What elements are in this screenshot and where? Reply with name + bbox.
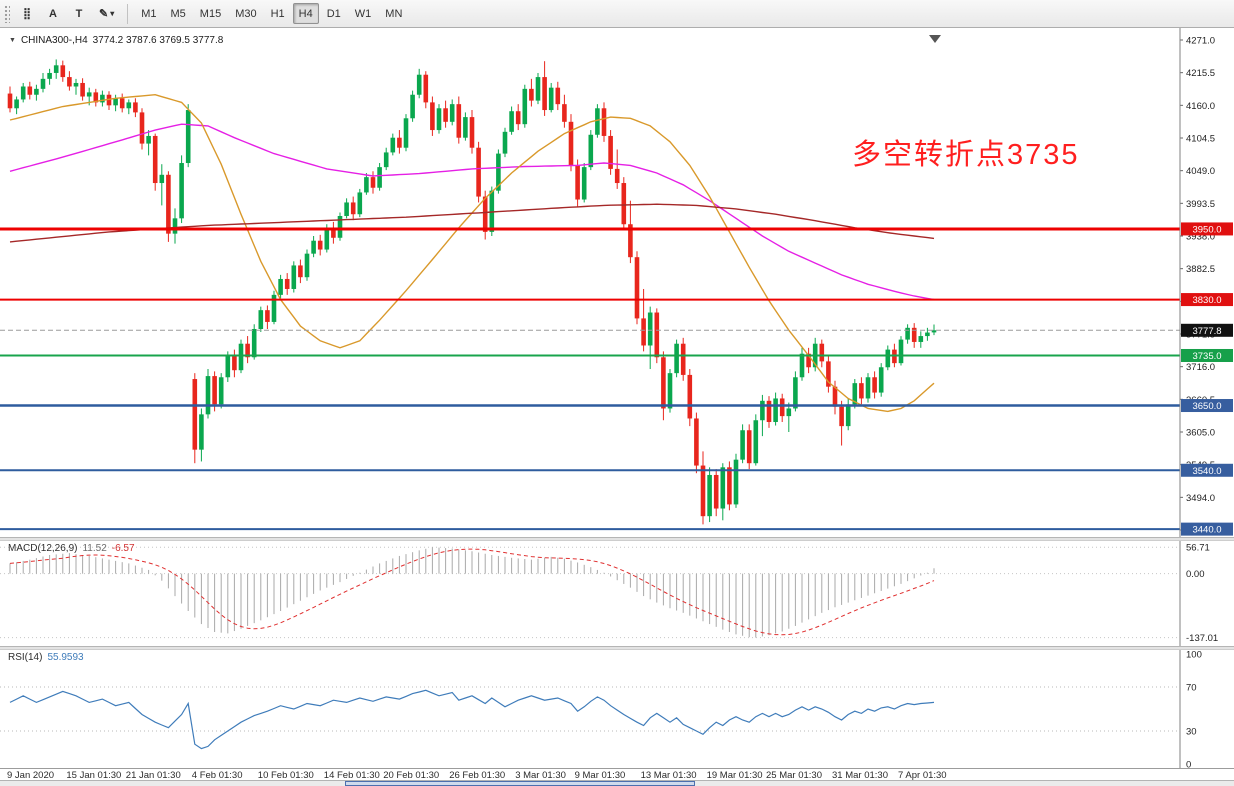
timeframe-w1-button[interactable]: W1 <box>354 7 372 20</box>
chart-shift-marker-icon[interactable] <box>929 35 941 43</box>
time-label: 21 Jan 01:30 <box>125 770 181 781</box>
svg-text:3777.8: 3777.8 <box>1192 326 1221 337</box>
time-axis[interactable]: 9 Jan 2020 15 Jan 01:30 21 Jan 01:30 4 Feb … <box>0 768 1234 781</box>
macd-value: 11.52 <box>82 543 107 554</box>
svg-text:3650.0: 3650.0 <box>1192 401 1221 412</box>
time-label: 19 Mar 01:30 <box>706 770 763 781</box>
toolbar-separator <box>127 3 129 24</box>
svg-text:4271.0: 4271.0 <box>1186 36 1215 47</box>
svg-text:0: 0 <box>1186 760 1191 769</box>
time-label: 26 Feb 01:30 <box>449 770 506 781</box>
timeframe-m5-button[interactable]: M5 <box>170 7 186 20</box>
svg-text:56.71: 56.71 <box>1186 543 1210 554</box>
macd-label: MACD(12,26,9) 11.52 -6.57 <box>8 543 135 554</box>
macd-signal-value: -6.57 <box>111 543 135 554</box>
time-label: 9 Jan 2020 <box>7 770 55 781</box>
ma-darkred-line <box>9 203 935 243</box>
bottom-strip <box>0 780 1234 786</box>
time-label: 10 Feb 01:30 <box>257 770 314 781</box>
time-label: 4 Feb 01:30 <box>191 770 243 781</box>
timeframe-buttons-group: M1 M5 M15 M30 H1 H4 D1 W1 MN <box>134 3 409 24</box>
time-label: 31 Mar 01:30 <box>832 770 888 781</box>
time-label: 3 Mar 01:30 <box>515 770 566 781</box>
svg-text:3716.0: 3716.0 <box>1186 362 1215 373</box>
text-label-button[interactable]: A <box>41 3 65 24</box>
time-label: 15 Jan 01:30 <box>66 770 122 781</box>
timeframe-d1-button[interactable]: D1 <box>326 7 341 20</box>
candles <box>7 59 937 525</box>
panel-divider[interactable] <box>0 537 1234 541</box>
svg-text:30: 30 <box>1186 727 1197 738</box>
rsi-line <box>9 689 935 750</box>
svg-text:4049.0: 4049.0 <box>1186 166 1215 177</box>
timeframe-m30-button[interactable]: M30 <box>235 7 257 20</box>
svg-text:3950.0: 3950.0 <box>1192 224 1221 235</box>
svg-text:3993.5: 3993.5 <box>1186 199 1215 210</box>
time-label: 7 Apr 01:30 <box>898 770 947 781</box>
chart-grid-button[interactable]: ⣿ <box>15 3 39 24</box>
text-box-button[interactable]: T <box>67 3 91 24</box>
svg-text:3830.0: 3830.0 <box>1192 295 1221 306</box>
macd-histogram <box>9 547 935 638</box>
price-chart-panel[interactable]: 4271.0 4215.5 4160.0 4104.5 4049.0 3993.5 3938… <box>0 28 1234 537</box>
rsi-name: RSI(14) <box>8 652 43 663</box>
panel-divider[interactable] <box>0 646 1234 650</box>
svg-text:3440.0: 3440.0 <box>1192 525 1221 536</box>
text-label-icon: A <box>49 7 57 20</box>
svg-text:3605.0: 3605.0 <box>1186 428 1215 439</box>
svg-text:3494.0: 3494.0 <box>1186 493 1215 504</box>
toolbar-drag-handle[interactable] <box>4 4 10 23</box>
time-label: 20 Feb 01:30 <box>383 770 440 781</box>
svg-text:3938.0: 3938.0 <box>1186 232 1215 243</box>
svg-text:0.00: 0.00 <box>1186 569 1205 580</box>
ma-magenta-line <box>9 123 935 301</box>
svg-text:4215.5: 4215.5 <box>1186 68 1215 79</box>
timeframe-m15-button[interactable]: M15 <box>199 7 222 20</box>
timeframe-m1-button[interactable]: M1 <box>141 7 157 20</box>
price-badges: 3950.0 3830.0 3777.8 3735.0 3650.0 3540.0 3440… <box>1181 222 1233 536</box>
macd-panel[interactable]: 56.71 0.00 -137.01 <box>0 541 1234 646</box>
price-axis[interactable]: 4271.0 4215.5 4160.0 4104.5 4049.0 3993.5 3938… <box>1180 36 1215 537</box>
timeframe-h1-button[interactable]: H1 <box>270 7 285 20</box>
svg-text:3735.0: 3735.0 <box>1192 351 1221 362</box>
svg-text:4160.0: 4160.0 <box>1186 101 1215 112</box>
text-box-icon: T <box>75 7 83 20</box>
time-label: 9 Mar 01:30 <box>574 770 626 781</box>
rsi-label: RSI(14) 55.9593 <box>8 652 84 663</box>
time-label: 13 Mar 01:30 <box>640 770 697 781</box>
macd-signal-line <box>9 548 935 636</box>
tool-buttons-group: ⣿ A T ✎ ▾ <box>14 3 121 24</box>
symbol-timeframe: CHINA300-,H4 <box>20 35 88 46</box>
chart-area: ▼ CHINA300-,H4 3774.2 3787.6 3769.5 3777… <box>0 28 1234 786</box>
ohlc-readout: 3774.2 3787.6 3769.5 3777.8 <box>92 35 224 46</box>
drawing-tools-button[interactable]: ✎ ▾ <box>93 3 120 24</box>
timeframe-mn-button[interactable]: MN <box>385 7 403 20</box>
chart-grid-icon: ⣿ <box>22 8 32 20</box>
svg-text:3882.5: 3882.5 <box>1186 264 1215 275</box>
rsi-panel[interactable]: 100 70 30 0 <box>0 650 1234 768</box>
chevron-down-icon: ▾ <box>110 9 115 18</box>
svg-text:3540.0: 3540.0 <box>1192 466 1221 477</box>
collapse-icon[interactable]: ▼ <box>9 37 16 44</box>
svg-text:-137.01: -137.01 <box>1186 633 1218 644</box>
macd-name: MACD(12,26,9) <box>8 543 78 554</box>
scrollbar-thumb[interactable] <box>345 781 695 786</box>
toolbar: ⣿ A T ✎ ▾ M1 M5 M15 M30 H1 H4 D1 W1 MN <box>0 0 1234 28</box>
svg-text:100: 100 <box>1186 650 1202 661</box>
rsi-value: 55.9593 <box>47 652 84 663</box>
timeframe-h4-button[interactable]: H4 <box>292 3 319 24</box>
svg-text:70: 70 <box>1186 683 1197 694</box>
svg-text:4104.5: 4104.5 <box>1186 134 1215 145</box>
chart-title: ▼ CHINA300-,H4 3774.2 3787.6 3769.5 3777… <box>9 35 223 46</box>
chart-annotation-text[interactable]: 多空转折点3735 <box>852 139 1080 171</box>
drawing-tools-icon: ✎ <box>99 8 109 20</box>
time-label: 14 Feb 01:30 <box>323 770 380 781</box>
time-label: 25 Mar 01:30 <box>766 770 822 781</box>
